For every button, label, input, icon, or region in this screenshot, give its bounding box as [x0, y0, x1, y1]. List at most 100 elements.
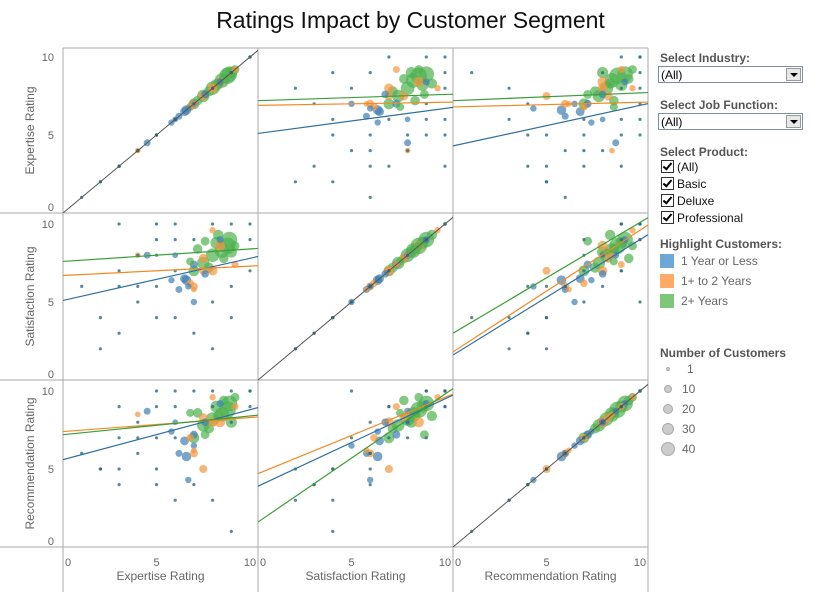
data-point[interactable]	[612, 139, 620, 147]
data-point[interactable]	[190, 298, 198, 306]
data-point[interactable]	[229, 316, 233, 320]
data-point[interactable]	[229, 222, 233, 226]
data-point[interactable]	[117, 269, 121, 273]
data-point[interactable]	[619, 238, 623, 242]
data-point[interactable]	[368, 149, 372, 153]
data-point[interactable]	[443, 389, 447, 393]
data-point[interactable]	[526, 284, 530, 288]
data-point[interactable]	[629, 84, 636, 92]
data-point[interactable]	[507, 347, 511, 351]
data-point[interactable]	[368, 133, 372, 137]
data-point[interactable]	[443, 71, 447, 75]
data-point[interactable]	[413, 417, 424, 428]
data-point[interactable]	[211, 498, 215, 502]
data-point[interactable]	[229, 420, 233, 424]
data-point[interactable]	[209, 394, 216, 401]
data-point[interactable]	[368, 467, 372, 471]
highlight-item-2-plus-years[interactable]: 2+ Years	[660, 294, 728, 308]
data-point[interactable]	[414, 392, 424, 402]
data-point[interactable]	[443, 164, 447, 168]
data-point[interactable]	[426, 410, 438, 422]
data-point[interactable]	[424, 133, 428, 137]
data-point[interactable]	[530, 105, 537, 112]
data-point[interactable]	[406, 133, 410, 137]
data-point[interactable]	[368, 164, 372, 168]
data-point[interactable]	[544, 133, 549, 137]
data-point[interactable]	[638, 86, 642, 90]
data-point[interactable]	[638, 133, 642, 137]
data-point[interactable]	[597, 83, 608, 93]
data-point[interactable]	[582, 164, 586, 168]
data-point[interactable]	[248, 269, 252, 273]
data-point[interactable]	[136, 436, 140, 440]
data-point[interactable]	[542, 266, 551, 275]
product-checkbox-professional[interactable]: Professional	[661, 211, 743, 227]
data-point[interactable]	[349, 86, 354, 90]
data-point[interactable]	[507, 86, 511, 90]
data-point[interactable]	[628, 65, 637, 74]
data-point[interactable]	[617, 261, 625, 269]
data-point[interactable]	[617, 65, 625, 73]
data-point[interactable]	[384, 83, 394, 93]
data-point[interactable]	[638, 55, 642, 59]
data-point[interactable]	[201, 270, 209, 278]
data-point[interactable]	[470, 316, 474, 320]
data-point[interactable]	[173, 405, 177, 409]
data-point[interactable]	[406, 420, 410, 424]
data-point[interactable]	[601, 149, 605, 153]
data-point[interactable]	[580, 279, 588, 288]
data-point[interactable]	[366, 476, 374, 484]
data-point[interactable]	[154, 483, 159, 487]
data-point[interactable]	[443, 86, 447, 90]
data-point[interactable]	[526, 164, 530, 168]
data-point[interactable]	[609, 257, 618, 266]
data-point[interactable]	[154, 405, 159, 409]
data-point[interactable]	[231, 403, 239, 411]
data-point[interactable]	[230, 241, 240, 251]
data-point[interactable]	[604, 229, 616, 241]
data-point[interactable]	[154, 284, 159, 288]
data-point[interactable]	[181, 451, 192, 462]
data-point[interactable]	[200, 236, 210, 246]
data-point[interactable]	[619, 269, 623, 273]
data-point[interactable]	[248, 405, 252, 409]
data-point[interactable]	[387, 164, 391, 168]
data-point[interactable]	[544, 164, 549, 168]
data-point[interactable]	[229, 529, 233, 534]
data-point[interactable]	[400, 81, 415, 95]
data-point[interactable]	[387, 117, 391, 121]
data-point[interactable]	[370, 434, 378, 442]
data-point[interactable]	[526, 331, 530, 335]
data-point[interactable]	[598, 270, 607, 278]
data-point[interactable]	[200, 430, 210, 440]
data-point[interactable]	[609, 244, 619, 254]
data-point[interactable]	[628, 241, 637, 251]
highlight-item-1-year-or-less[interactable]: 1 Year or Less	[660, 254, 758, 268]
data-point[interactable]	[293, 86, 297, 90]
data-point[interactable]	[582, 133, 586, 137]
data-point[interactable]	[571, 298, 578, 306]
data-point[interactable]	[638, 300, 642, 304]
data-point[interactable]	[348, 442, 355, 449]
data-point[interactable]	[424, 389, 428, 393]
data-point[interactable]	[507, 117, 511, 121]
data-point[interactable]	[422, 78, 430, 86]
data-point[interactable]	[556, 105, 567, 115]
data-point[interactable]	[601, 284, 605, 288]
data-point[interactable]	[211, 300, 215, 304]
data-point[interactable]	[293, 498, 297, 502]
data-point[interactable]	[366, 105, 374, 112]
data-point[interactable]	[331, 71, 335, 75]
data-point[interactable]	[387, 405, 391, 409]
data-point[interactable]	[582, 117, 586, 121]
data-point[interactable]	[619, 86, 623, 90]
data-point[interactable]	[143, 407, 151, 415]
data-point[interactable]	[185, 476, 192, 484]
data-point[interactable]	[638, 71, 642, 75]
data-point[interactable]	[211, 389, 215, 393]
data-point[interactable]	[404, 139, 412, 147]
data-point[interactable]	[173, 316, 177, 320]
data-point[interactable]	[590, 86, 601, 97]
data-point[interactable]	[175, 449, 183, 457]
data-point[interactable]	[392, 403, 400, 411]
